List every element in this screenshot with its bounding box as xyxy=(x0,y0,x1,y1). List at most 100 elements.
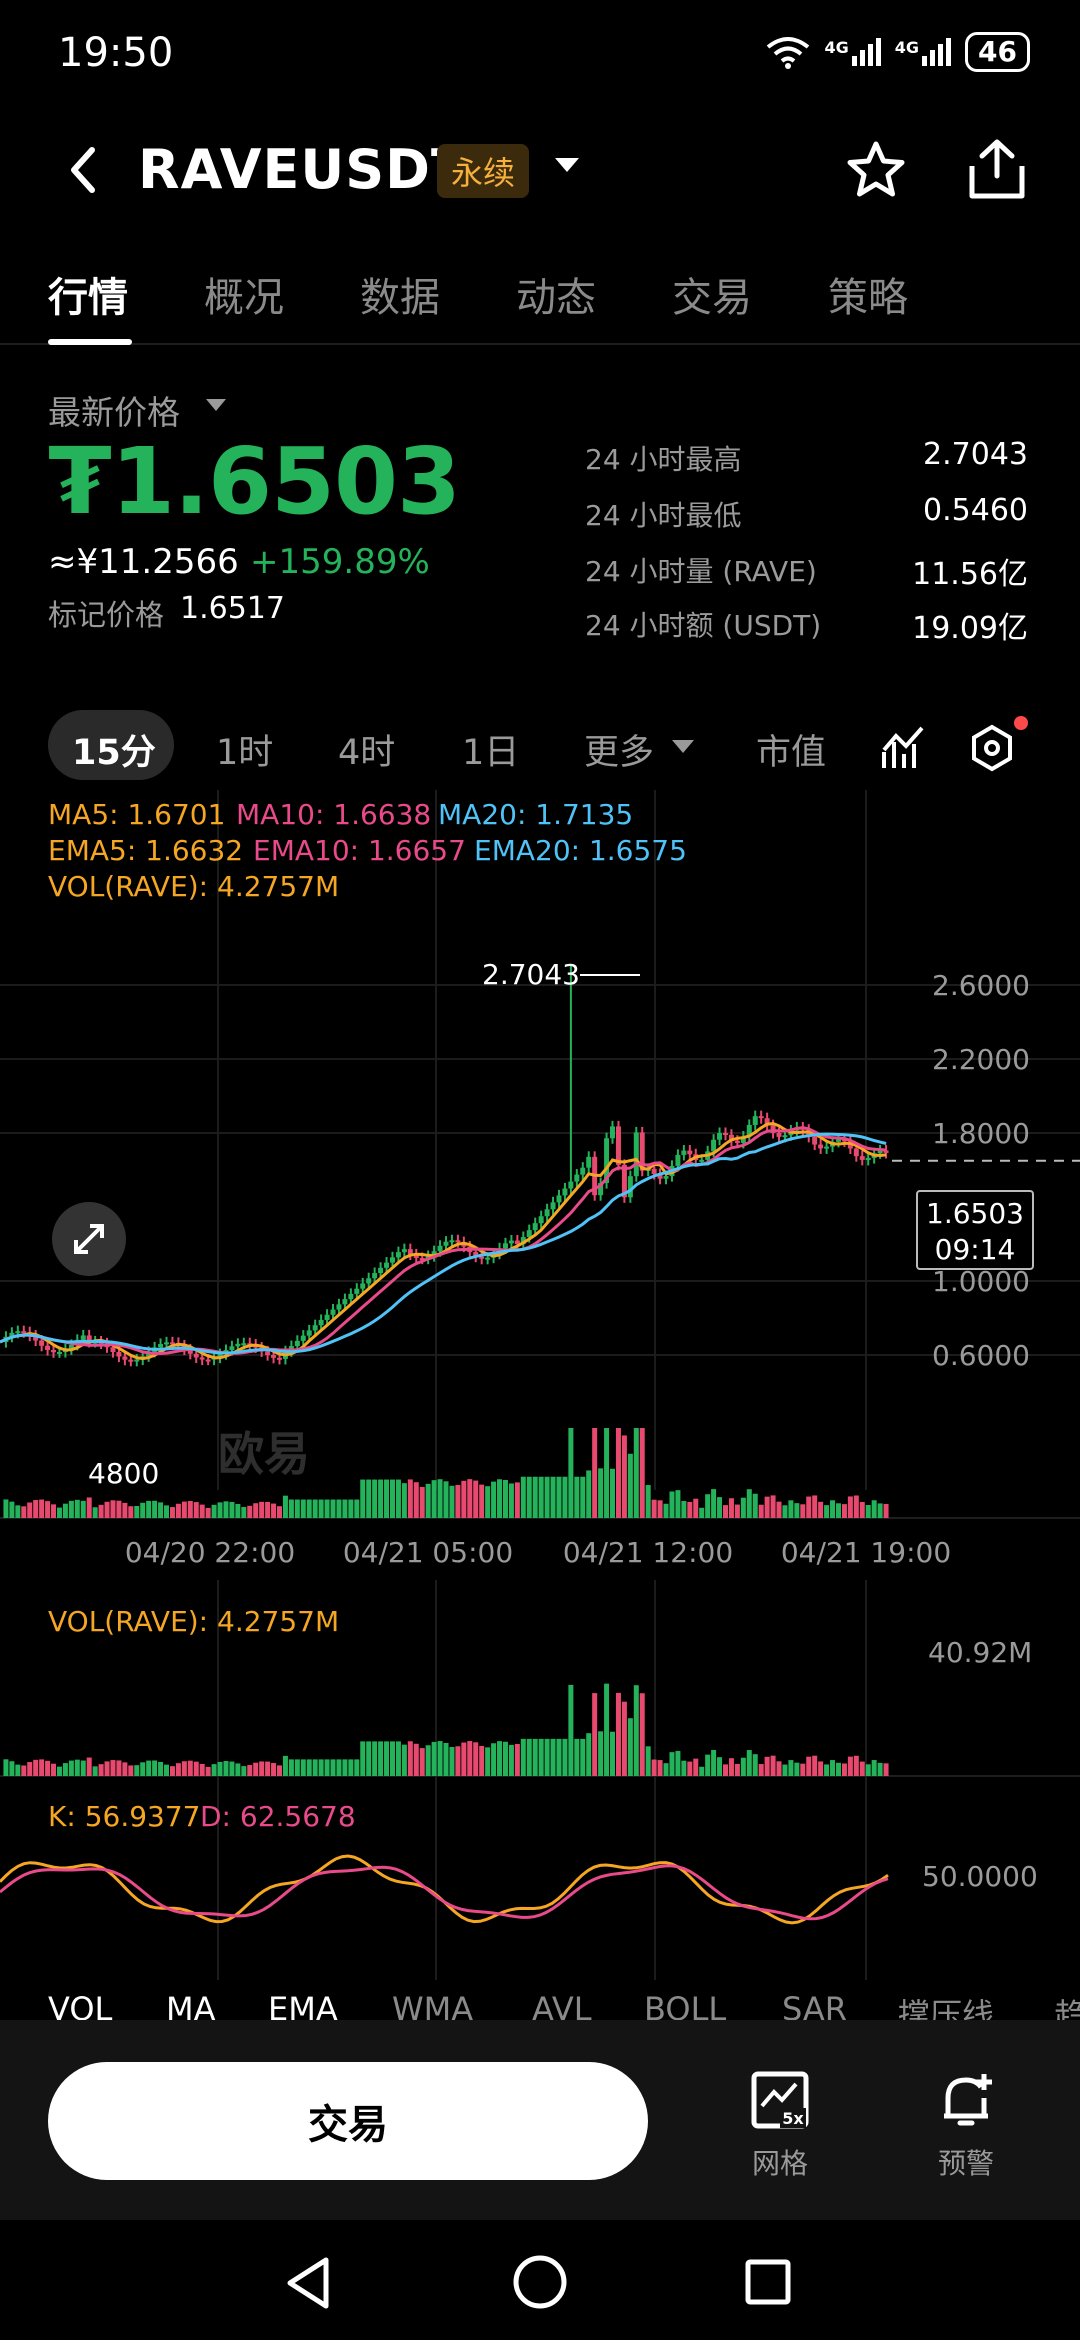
indicator-tab-ema[interactable]: EMA xyxy=(268,1990,338,2020)
tab-trade[interactable]: 交易 xyxy=(672,275,752,321)
price-type-label[interactable]: 最新价格 xyxy=(48,393,180,432)
timeframe-4h-button[interactable]: 4时 xyxy=(338,733,396,773)
trade-button[interactable]: 交易 xyxy=(48,2062,648,2180)
d-line xyxy=(0,1864,889,1921)
legend-ma10: MA10: 1.6638 xyxy=(236,798,432,831)
market-cap-button[interactable]: 市值 xyxy=(756,733,827,773)
fullscreen-button[interactable] xyxy=(52,1202,126,1276)
nav-home-icon[interactable] xyxy=(512,2254,568,2310)
candle-body xyxy=(556,1195,562,1203)
volume-bar xyxy=(241,1507,247,1518)
tab-strategy[interactable]: 策略 xyxy=(828,275,908,321)
timeframe-15m-label[interactable]: 15分 xyxy=(72,733,156,773)
nav-back-icon[interactable] xyxy=(284,2256,334,2310)
candle-body xyxy=(164,1342,170,1345)
volume-bar xyxy=(722,1505,728,1518)
timeframe-1d-button[interactable]: 1日 xyxy=(462,733,520,773)
alert-button[interactable]: 预警 xyxy=(906,2070,1026,2182)
kd-lines xyxy=(0,1854,889,1925)
network-type-1: 4G xyxy=(824,38,849,57)
chart-type-icon[interactable] xyxy=(880,724,926,772)
volume-bar xyxy=(152,1760,158,1776)
volume-bar xyxy=(401,1483,407,1518)
chevron-down-icon[interactable] xyxy=(206,399,226,411)
candle-body xyxy=(68,1344,74,1350)
candle-body xyxy=(80,1335,86,1340)
volume-bar xyxy=(140,1502,146,1518)
current-price-tag[interactable]: 1.6503 09:14 xyxy=(916,1190,1034,1270)
volume-bar xyxy=(621,1435,627,1518)
candle-body xyxy=(538,1216,544,1224)
back-icon[interactable] xyxy=(60,140,110,200)
candle-body xyxy=(437,1245,443,1252)
candle-body xyxy=(859,1156,865,1160)
volume-bar xyxy=(253,1503,259,1518)
volume-bar xyxy=(574,1738,580,1776)
volume-bar xyxy=(152,1500,158,1518)
grid-button[interactable]: 5x 网格 xyxy=(720,2070,840,2182)
tab-data[interactable]: 数据 xyxy=(360,275,440,321)
volume-bar xyxy=(847,1756,853,1776)
indicator-tab-boll[interactable]: BOLL xyxy=(644,1990,727,2020)
chart-svg[interactable]: 2.6000 2.2000 1.8000 1.0000 0.6000 04/20 22:… xyxy=(0,790,1080,1980)
volume-bar xyxy=(223,1501,229,1518)
volume-bar xyxy=(175,1763,181,1776)
candle-body xyxy=(15,1331,21,1334)
indicator-tab-ma[interactable]: MA xyxy=(166,1990,216,2020)
timeframe-1h-button[interactable]: 1时 xyxy=(216,733,274,773)
candle-body xyxy=(586,1156,592,1168)
indicator-tab-trend[interactable]: 趋 xyxy=(1054,1996,1080,2020)
candle-body xyxy=(508,1240,514,1244)
indicator-tab-avl[interactable]: AVL xyxy=(532,1990,592,2020)
timeframe-15m-button[interactable] xyxy=(48,710,174,780)
volume-bar xyxy=(21,1765,27,1776)
tab-feed[interactable]: 动态 xyxy=(516,275,596,321)
volume-bar xyxy=(722,1764,728,1776)
candle-body xyxy=(389,1257,395,1263)
chart-area[interactable]: 2.6000 2.2000 1.8000 1.0000 0.6000 04/20 22:… xyxy=(0,790,1080,1980)
chevron-down-icon[interactable] xyxy=(672,740,694,753)
volume-bar xyxy=(265,1501,271,1518)
volume-bar xyxy=(526,1738,532,1776)
candle-body xyxy=(56,1351,62,1354)
share-icon[interactable] xyxy=(966,136,1028,202)
volume-bar xyxy=(734,1504,740,1518)
candle-body xyxy=(746,1124,752,1137)
tab-market[interactable]: 行情 xyxy=(48,275,128,321)
wifi-icon xyxy=(766,37,809,69)
high-marker-line xyxy=(580,974,640,976)
volume-bar xyxy=(598,1731,604,1776)
volume-bar xyxy=(877,1762,883,1776)
volume-bar xyxy=(818,1501,824,1518)
indicator-tab-wma[interactable]: WMA xyxy=(392,1990,474,2020)
volume-bar xyxy=(62,1503,68,1518)
candle-body xyxy=(615,1126,621,1165)
volume-bar xyxy=(651,1759,657,1776)
candle-body xyxy=(128,1359,134,1362)
chevron-down-icon[interactable] xyxy=(555,158,579,172)
volume-bar xyxy=(514,1743,520,1776)
volume-bar xyxy=(746,1489,752,1518)
star-icon[interactable] xyxy=(846,140,906,200)
indicator-settings-icon[interactable] xyxy=(968,724,1016,772)
candle-body xyxy=(699,1159,705,1162)
volume-bar xyxy=(562,1476,568,1518)
nav-recents-icon[interactable] xyxy=(744,2258,792,2306)
volume-bar xyxy=(812,1495,818,1518)
symbol-title[interactable]: RAVEUSDT xyxy=(138,138,469,201)
indicator-tab-support-resistance[interactable]: 撑压线 xyxy=(898,1996,995,2020)
candle-body xyxy=(330,1309,336,1315)
x-tick-label: 04/21 12:00 xyxy=(563,1536,733,1569)
indicator-tab-vol[interactable]: VOL xyxy=(48,1990,113,2020)
timeframe-more-button[interactable]: 更多 xyxy=(584,733,655,773)
y-tick-label: 1.8000 xyxy=(932,1117,1030,1150)
candle-body xyxy=(550,1202,556,1210)
x-tick-label: 04/20 22:00 xyxy=(125,1536,295,1569)
tab-overview[interactable]: 概况 xyxy=(204,275,284,321)
volume-bar xyxy=(372,1479,378,1518)
indicator-tab-sar[interactable]: SAR xyxy=(782,1990,848,2020)
candle-body xyxy=(853,1148,859,1157)
volume-bar xyxy=(276,1506,282,1518)
volume-bar xyxy=(657,1500,663,1518)
volume-bar xyxy=(794,1762,800,1776)
